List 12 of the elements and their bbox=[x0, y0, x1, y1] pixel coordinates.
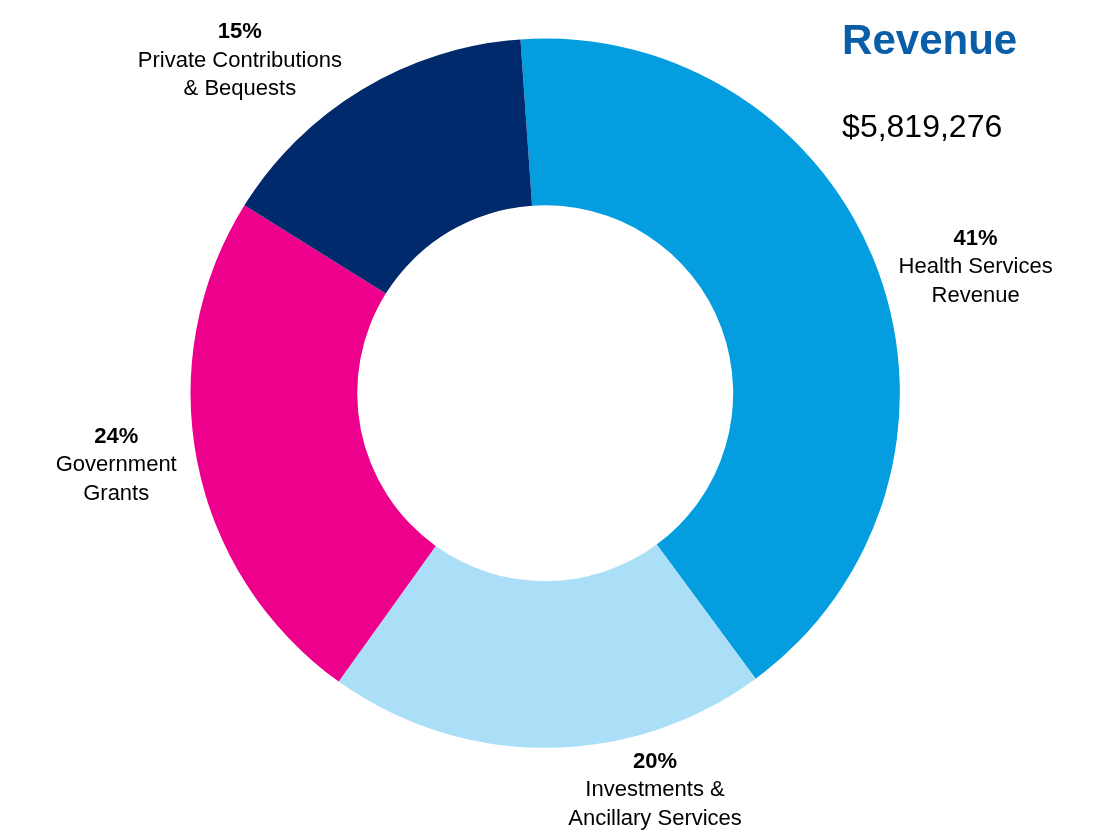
chart-title: Revenue bbox=[842, 16, 1018, 64]
donut-slice bbox=[338, 544, 756, 748]
data-label: 41% bbox=[953, 224, 998, 250]
slice-label: Investments & Ancillary Services bbox=[568, 776, 742, 831]
data-label: 24% bbox=[94, 422, 139, 448]
slice-label: Health Services Revenue bbox=[898, 253, 1053, 307]
text: $5,819,276 bbox=[842, 108, 1003, 145]
data-label: 15% bbox=[217, 17, 262, 43]
slice-label: Private Contributions & Bequests bbox=[137, 46, 342, 101]
data-label: 20% bbox=[633, 747, 678, 773]
donut-slice bbox=[191, 205, 436, 682]
slice-label: Government Grants bbox=[55, 451, 177, 505]
